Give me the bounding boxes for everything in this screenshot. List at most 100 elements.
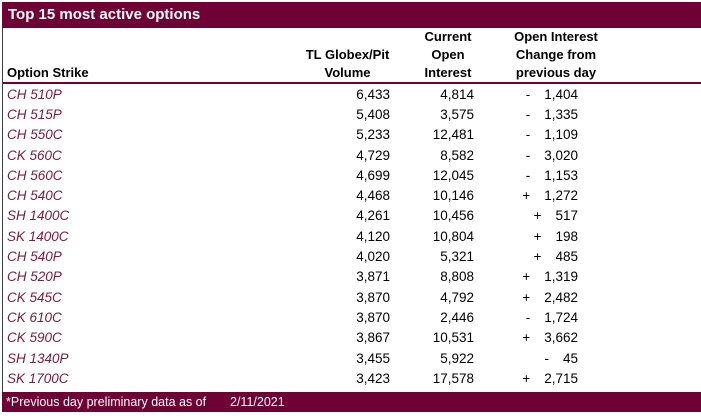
header-option-strike-line: Option Strike <box>7 65 89 80</box>
change-value: 1,724 <box>544 309 578 325</box>
strike-cell: CH 510P <box>7 86 62 102</box>
change-value: 3,662 <box>544 330 578 346</box>
strike-cell: CH 540C <box>7 188 63 204</box>
table-row: CH 510P 6,433 4,814 - 1,404 <box>3 84 701 104</box>
change-sign: + <box>533 208 542 224</box>
change-cell: - 3,020 <box>474 148 578 163</box>
volume-cell: 3,870 <box>356 309 390 325</box>
change-sign: - <box>525 127 531 143</box>
strike-cell: CK 560C <box>7 147 62 163</box>
change-value: 1,404 <box>544 86 578 102</box>
header-volume: TL Globex/Pit Volume <box>305 46 390 84</box>
change-sign: - <box>544 350 549 366</box>
table-row: CK 590C 3,867 10,531 + 3,662 <box>3 328 701 348</box>
volume-cell: 3,867 <box>356 330 390 346</box>
change-value: 1,272 <box>544 188 578 204</box>
change-cell: - 1,153 <box>474 168 578 183</box>
table-row: SK 1400C 4,120 10,804 + 198 <box>3 226 701 246</box>
change-sign: + <box>522 370 531 386</box>
header-oi-change-line1: Open Interest <box>514 29 598 44</box>
header-open-interest-line2: Open <box>431 47 465 62</box>
open-interest-cell: 4,814 <box>440 86 474 102</box>
page-title: Top 15 most active options <box>8 6 201 23</box>
open-interest-cell: 2,446 <box>440 309 474 325</box>
table-row: CH 550C 5,233 12,481 - 1,109 <box>3 125 701 145</box>
change-value: 1,153 <box>544 167 578 183</box>
header-oi-change: Open Interest Change from previous day <box>506 28 606 84</box>
open-interest-cell: 12,481 <box>432 127 474 143</box>
change-cell: + 198 <box>474 229 578 244</box>
volume-cell: 4,120 <box>356 228 390 244</box>
volume-cell: 6,433 <box>356 86 390 102</box>
open-interest-cell: 10,146 <box>432 188 474 204</box>
open-interest-cell: 17,578 <box>432 370 474 386</box>
change-cell: + 485 <box>474 249 578 264</box>
change-value: 2,715 <box>544 370 578 386</box>
footer-note: *Previous day preliminary data as of <box>6 395 207 409</box>
options-table: Option Strike TL Globex/Pit Volume Curre… <box>2 28 701 392</box>
change-value: 3,020 <box>544 147 578 163</box>
change-cell: + 3,662 <box>474 330 578 345</box>
volume-cell: 3,455 <box>356 350 390 366</box>
table-body: CH 510P 6,433 4,814 - 1,404 CH 515P 5,40… <box>3 84 701 388</box>
strike-cell: SK 1400C <box>7 228 69 244</box>
header-option-strike: Option Strike <box>3 64 305 84</box>
volume-cell: 4,020 <box>356 249 390 265</box>
open-interest-cell: 3,575 <box>440 106 474 122</box>
change-sign: + <box>533 228 542 244</box>
footer-bar: *Previous day preliminary data as of 2/1… <box>2 392 701 412</box>
header-oi-change-line3: previous day <box>515 65 597 80</box>
change-value: 45 <box>562 350 578 366</box>
strike-cell: CH 540P <box>7 249 62 265</box>
table-row: SH 1340P 3,455 5,922 - 45 <box>3 348 701 368</box>
change-value: 2,482 <box>544 289 578 305</box>
open-interest-cell: 8,582 <box>440 147 474 163</box>
change-sign: + <box>522 188 531 204</box>
header-open-interest-line1: Current <box>424 29 472 44</box>
open-interest-cell: 12,045 <box>432 167 474 183</box>
open-interest-cell: 4,792 <box>440 289 474 305</box>
volume-cell: 4,261 <box>356 208 390 224</box>
change-sign: - <box>525 106 531 122</box>
strike-cell: CK 545C <box>7 289 62 305</box>
header-open-interest-line3: Interest <box>424 65 472 80</box>
open-interest-cell: 10,531 <box>432 330 474 346</box>
change-value: 517 <box>555 208 578 224</box>
change-sign: - <box>525 147 531 163</box>
strike-cell: CH 560C <box>7 167 63 183</box>
strike-cell: CK 610C <box>7 309 62 325</box>
change-sign: + <box>533 249 542 265</box>
table-row: CH 520P 3,871 8,808 + 1,319 <box>3 267 701 287</box>
change-sign: + <box>522 269 531 285</box>
volume-cell: 5,408 <box>356 106 390 122</box>
change-sign: + <box>522 330 531 346</box>
change-cell: + 2,482 <box>474 290 578 305</box>
volume-cell: 5,233 <box>356 127 390 143</box>
change-sign: - <box>525 309 531 325</box>
header-volume-line2: Volume <box>324 65 371 80</box>
change-cell: - 1,404 <box>474 87 578 102</box>
table-row: CH 515P 5,408 3,575 - 1,335 <box>3 104 701 124</box>
header-volume-line1: TL Globex/Pit <box>305 47 390 62</box>
change-cell: + 517 <box>474 208 578 223</box>
strike-cell: CH 520P <box>7 269 62 285</box>
strike-cell: CH 550C <box>7 127 63 143</box>
table-row: SK 1700C 3,423 17,578 + 2,715 <box>3 368 701 388</box>
change-value: 1,319 <box>544 269 578 285</box>
change-sign: + <box>522 289 531 305</box>
change-cell: + 1,319 <box>474 269 578 284</box>
table-row: CK 610C 3,870 2,446 - 1,724 <box>3 307 701 327</box>
strike-cell: CK 590C <box>7 330 62 346</box>
change-cell: - 1,335 <box>474 107 578 122</box>
open-interest-cell: 10,804 <box>432 228 474 244</box>
strike-cell: SH 1400C <box>7 208 70 224</box>
change-value: 198 <box>555 228 578 244</box>
change-sign: - <box>525 86 531 102</box>
volume-cell: 3,870 <box>356 289 390 305</box>
header-oi-change-line2: Change from <box>515 47 597 62</box>
open-interest-cell: 5,922 <box>440 350 474 366</box>
volume-cell: 3,871 <box>356 269 390 285</box>
table-row: SH 1400C 4,261 10,456 + 517 <box>3 206 701 226</box>
open-interest-cell: 8,808 <box>440 269 474 285</box>
